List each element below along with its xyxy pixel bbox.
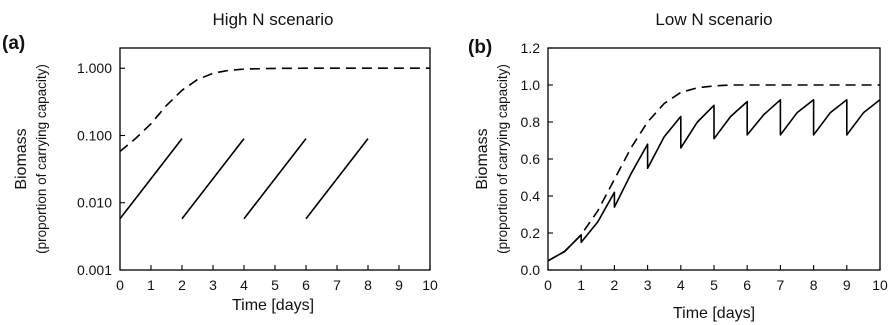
panel-b-x-tick-label: 3 (644, 277, 652, 293)
panel-b-x-tick-label: 5 (710, 277, 718, 293)
panel-a-x-tick-label: 10 (422, 277, 438, 293)
panel-a-y-tick-label: 0.100 (77, 127, 112, 143)
panel-b-x-tick-label: 2 (611, 277, 619, 293)
panel-b-plot-frame (547, 47, 881, 271)
panel-a-y-axis-label: Biomass (13, 128, 30, 189)
panel-b-y-axis-sublabel: (proportion of carrying capacity) (495, 64, 510, 254)
panel-b-y-tick-label: 1.2 (521, 40, 541, 56)
panel-b-y-tick-label: 0.8 (521, 114, 541, 130)
panel-a-solid-series-line (243, 138, 307, 220)
panel-b-x-tick-label: 4 (677, 277, 685, 293)
panel-a-x-tick-label: 4 (240, 277, 248, 293)
panel-a-x-tick-label: 3 (209, 277, 217, 293)
panel-a-x-tick-label: 5 (271, 277, 279, 293)
panel-a-x-axis-label: Time [days] (232, 297, 314, 314)
panel-b-x-axis-label: Time [days] (673, 305, 755, 322)
panel-a-x-tick-label: 8 (364, 277, 372, 293)
panel-a-x-tick-label: 7 (333, 277, 341, 293)
panel-a: (a) High N scenario Time [days] Biomass … (2, 10, 438, 314)
panel-a-solid-series-line (119, 138, 183, 220)
panel-a-y-axis-sublabel: (proportion of carrying capacity) (34, 64, 49, 254)
panel-b: (b) Low N scenario Time [days] Biomass (… (468, 10, 888, 322)
panel-a-x-tick-label: 2 (178, 277, 186, 293)
panel-b-y-tick-label: 0.2 (521, 225, 541, 241)
panel-a-y-tick-label: 0.001 (77, 262, 112, 278)
panel-a-y-tick-label: 0.010 (77, 195, 112, 211)
panel-b-dashed-series-line (547, 84, 880, 262)
panel-b-x-tick-label: 7 (777, 277, 785, 293)
panel-a-x-tick-label: 6 (302, 277, 310, 293)
panel-b-y-tick-label: 0.4 (521, 188, 541, 204)
panel-b-letter: (b) (468, 37, 492, 58)
panel-a-x-tick-label: 1 (147, 277, 155, 293)
panel-b-title: Low N scenario (655, 10, 772, 29)
panel-a-x-tick-label: 9 (395, 277, 403, 293)
panel-a-title: High N scenario (213, 10, 334, 29)
panel-b-y-tick-label: 1.0 (521, 77, 541, 93)
panel-a-y-tick-label: 1.000 (77, 60, 112, 76)
panel-b-x-tick-label: 6 (743, 277, 751, 293)
panel-b-x-tick-label: 0 (544, 277, 552, 293)
panel-b-x-tick-label: 1 (577, 277, 585, 293)
panel-b-solid-series-line (547, 99, 881, 262)
panel-b-y-tick-label: 0.6 (521, 151, 541, 167)
panel-a-dashed-series-line (119, 67, 430, 153)
panel-a-solid-series-line (305, 138, 369, 220)
panel-b-x-tick-label: 9 (843, 277, 851, 293)
panel-a-x-tick-label: 0 (116, 277, 124, 293)
panel-b-y-axis-label: Biomass (474, 128, 491, 189)
panel-b-y-tick-label: 0.0 (521, 262, 541, 278)
panel-a-letter: (a) (2, 33, 25, 54)
panel-a-solid-series-line (181, 138, 245, 220)
panel-b-x-tick-label: 10 (872, 277, 888, 293)
panel-b-x-tick-label: 8 (810, 277, 818, 293)
